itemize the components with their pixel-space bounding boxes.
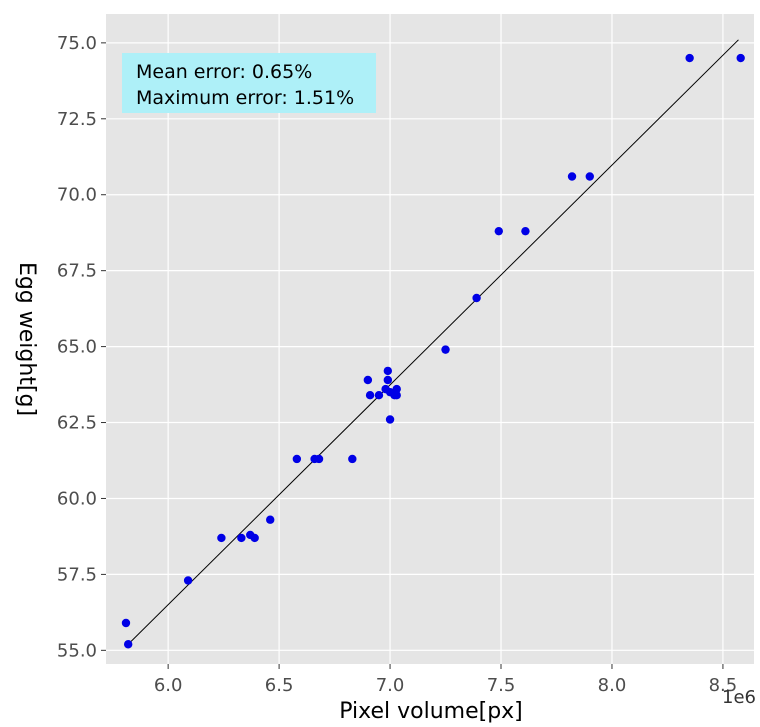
y-tick-label: 72.5	[57, 109, 97, 130]
x-tick-label: 8.5	[709, 675, 738, 696]
x-axis-ticks: 6.0 6.5 7.0 7.5 8.0 8.5	[154, 664, 737, 696]
data-point	[567, 172, 577, 181]
y-tick-label: 75.0	[57, 33, 97, 54]
data-point	[237, 533, 246, 543]
annotation-max-error: Maximum error: 1.51%	[136, 87, 354, 109]
annotation-mean-error: Mean error: 0.65%	[136, 61, 312, 83]
data-point	[348, 454, 357, 464]
y-tick-label: 70.0	[57, 185, 97, 206]
y-axis-title: Egg weight[g]	[14, 262, 39, 416]
data-point	[292, 454, 302, 464]
data-point	[385, 415, 395, 424]
data-point	[314, 454, 324, 464]
data-point	[392, 390, 401, 400]
data-point	[121, 618, 131, 628]
data-point	[365, 390, 375, 400]
data-point	[494, 226, 503, 236]
x-tick-label: 6.5	[265, 675, 294, 696]
data-point	[585, 172, 594, 181]
annotation-background	[122, 53, 376, 113]
data-point	[217, 533, 226, 543]
y-tick-label: 57.5	[57, 564, 97, 585]
y-tick-label: 65.0	[57, 337, 97, 358]
x-tick-label: 7.0	[376, 675, 405, 696]
data-point	[183, 576, 193, 585]
y-tick-label: 60.0	[57, 488, 97, 509]
grid-lines	[106, 14, 754, 664]
data-point	[250, 533, 259, 543]
data-point	[472, 293, 481, 303]
data-point	[392, 384, 401, 394]
data-point	[266, 515, 275, 524]
y-tick-label: 62.5	[57, 413, 97, 434]
y-axis-ticks: 55.0 57.5 60.0 62.5 65.0 67.5 70.0 72.5 75.0	[57, 33, 106, 661]
data-point	[383, 366, 393, 376]
regression-line	[127, 39, 739, 645]
data-point	[374, 390, 384, 400]
annotation-box: Mean error: 0.65% Maximum error: 1.51%	[122, 53, 376, 113]
data-point	[685, 53, 694, 63]
x-tick-label: 7.5	[487, 675, 516, 696]
y-tick-label: 55.0	[57, 640, 97, 661]
fit-line-layer	[127, 39, 739, 645]
y-tick-label: 67.5	[57, 261, 97, 282]
data-points	[121, 53, 745, 649]
data-point	[123, 640, 133, 649]
data-point	[521, 226, 530, 236]
data-point	[441, 345, 450, 354]
x-tick-label: 8.0	[598, 675, 627, 696]
plot-panel	[106, 14, 754, 664]
data-point	[383, 375, 393, 385]
data-point	[736, 53, 745, 63]
x-axis-title: Pixel volume[px]	[339, 699, 523, 724]
x-tick-label: 6.0	[154, 675, 183, 696]
x-axis-offset-label: 1e6	[722, 687, 756, 708]
data-point	[363, 375, 373, 385]
